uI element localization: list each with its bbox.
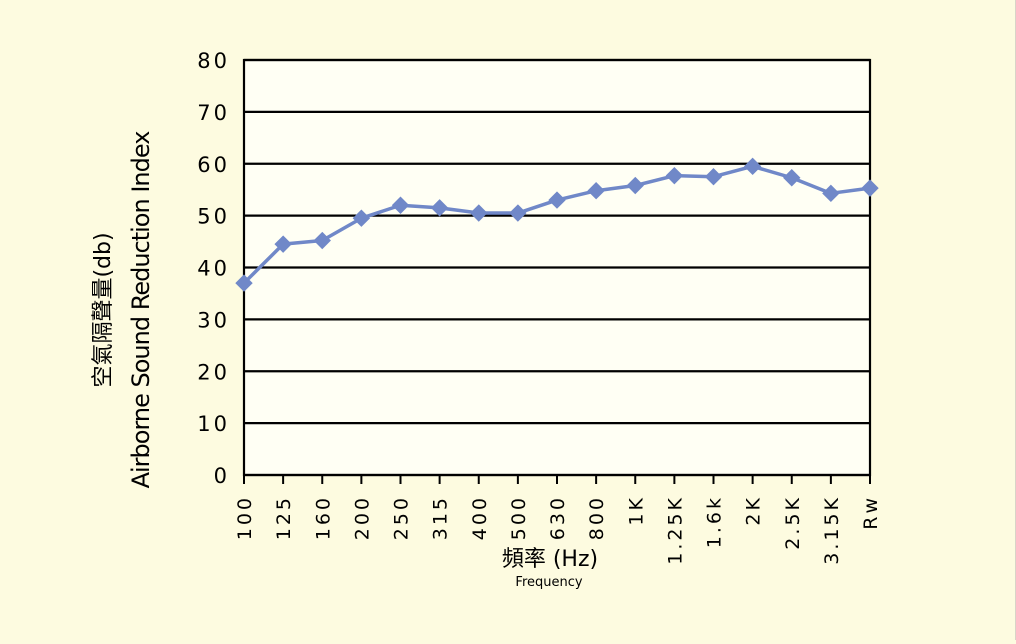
data-point [548,191,566,209]
x-tick-label: 125 [273,495,295,540]
data-point [470,204,488,222]
data-point [861,179,879,197]
x-tick-label: 315 [430,495,452,540]
x-tick-label: 2.5K [782,495,804,550]
data-point [313,231,331,250]
data-point [587,182,605,200]
data-point [391,196,410,214]
x-tick-label: 630 [547,495,569,540]
data-point [352,209,371,227]
data-point [783,169,801,187]
x-tick-label: 2K [743,495,765,526]
x-tick-label: 250 [391,495,413,540]
y-tick-label: 10 [197,412,230,436]
x-tick-label: 500 [508,495,530,540]
y-tick-label: 50 [197,205,230,229]
y-axis-title-en: Airborne Sound Reduction Index [127,131,155,489]
y-tick-label: 0 [214,464,230,488]
data-point [626,176,644,195]
data-point [704,168,723,186]
y-tick-label: 80 [197,49,230,73]
x-tick-label: 3.15K [821,495,843,565]
x-tick-label: 1K [625,495,647,526]
x-tick-label: 100 [234,495,256,540]
x-axis-title-cn: 頻率 (Hz) [502,547,598,572]
data-point [274,235,292,253]
x-axis-title-en: Frequency [515,575,582,590]
x-tick-label: 1.6k [704,495,726,548]
y-tick-label: 70 [197,101,230,125]
x-tick-label: 800 [586,495,608,540]
x-tick-label: 400 [469,495,491,540]
x-tick-label: Rw [860,495,882,530]
y-tick-label: 20 [197,360,230,384]
y-axis-title-cn: 空氣隔聲量(db) [91,232,116,387]
data-point [509,204,527,222]
data-point [235,274,253,292]
data-point [665,166,684,185]
x-tick-label: 200 [351,495,373,540]
data-point [822,184,840,203]
x-tick-label: 1.25K [664,495,686,565]
x-tick-label: 160 [312,495,334,540]
y-tick-label: 40 [197,257,230,281]
data-point [430,199,449,217]
data-point [743,157,762,176]
y-tick-label: 60 [197,153,230,177]
y-tick-label: 30 [197,308,230,332]
